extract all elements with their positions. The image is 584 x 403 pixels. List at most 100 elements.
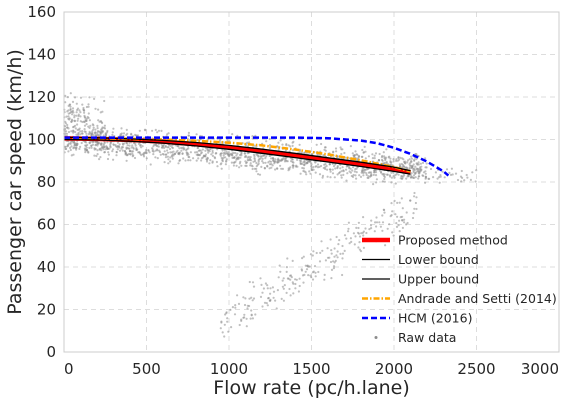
- raw-data-point: [292, 161, 295, 164]
- raw-data-point: [378, 152, 381, 156]
- raw-data-point: [107, 151, 110, 154]
- raw-data-point: [160, 146, 164, 149]
- raw-data-point: [414, 165, 417, 168]
- raw-data-point: [416, 167, 420, 170]
- raw-data-point: [357, 155, 361, 158]
- raw-data-point: [142, 155, 146, 158]
- raw-data-point: [285, 266, 288, 269]
- raw-data-point: [194, 151, 197, 154]
- raw-data-point: [362, 174, 365, 177]
- raw-data-point: [82, 106, 85, 110]
- raw-data-point: [186, 148, 189, 151]
- raw-data-point: [219, 327, 222, 330]
- raw-data-point: [345, 179, 348, 182]
- raw-data-point: [291, 144, 294, 147]
- raw-data-point: [83, 109, 86, 112]
- raw-data-point: [298, 143, 301, 146]
- raw-data-point: [109, 146, 112, 149]
- raw-data-point: [118, 149, 122, 152]
- raw-data-point: [266, 165, 269, 168]
- raw-data-point: [330, 277, 333, 280]
- raw-data-point: [383, 180, 386, 183]
- raw-data-point: [289, 166, 292, 169]
- raw-data-point: [68, 117, 71, 120]
- raw-data-point: [125, 159, 128, 162]
- raw-data-point: [101, 146, 104, 149]
- raw-data-point: [460, 180, 463, 183]
- raw-data-point: [276, 289, 279, 292]
- raw-data-point: [159, 153, 162, 156]
- raw-data-point: [269, 287, 272, 290]
- raw-data-point: [389, 161, 392, 164]
- raw-data-point: [377, 159, 380, 162]
- raw-data-point: [98, 158, 101, 161]
- raw-data-point: [156, 131, 159, 134]
- raw-data-point: [111, 131, 114, 134]
- raw-data-point: [456, 178, 460, 182]
- raw-data-point: [364, 157, 367, 160]
- raw-data-point: [66, 123, 69, 127]
- raw-data-point: [238, 166, 241, 169]
- raw-data-point: [301, 162, 304, 166]
- raw-data-point: [230, 326, 233, 329]
- raw-data-point: [320, 164, 323, 168]
- raw-data-point: [76, 119, 79, 122]
- raw-data-point: [138, 151, 141, 154]
- raw-data-point: [209, 159, 212, 162]
- raw-data-point: [102, 134, 105, 137]
- raw-data-point: [401, 165, 404, 168]
- raw-data-point: [134, 144, 137, 147]
- raw-data-point: [321, 174, 325, 177]
- raw-data-point: [307, 160, 310, 163]
- raw-data-point: [374, 221, 377, 224]
- raw-data-point: [326, 175, 329, 178]
- raw-data-point: [294, 282, 297, 286]
- legend-label: Upper bound: [398, 272, 479, 287]
- raw-data-point: [64, 94, 67, 97]
- raw-data-point: [373, 230, 376, 233]
- raw-data-point: [383, 177, 386, 181]
- raw-data-point: [347, 227, 350, 230]
- raw-data-point: [303, 170, 306, 173]
- raw-data-point: [392, 160, 395, 163]
- raw-data-point: [408, 164, 412, 167]
- raw-data-point: [74, 127, 77, 130]
- raw-data-point: [315, 143, 318, 146]
- raw-data-point: [125, 128, 128, 131]
- raw-data-point: [248, 280, 251, 284]
- raw-data-point: [383, 155, 386, 158]
- raw-data-point: [314, 165, 317, 168]
- raw-data-point: [421, 161, 425, 164]
- raw-data-point: [373, 154, 376, 157]
- raw-data-point: [436, 177, 439, 180]
- raw-data-point: [81, 132, 84, 135]
- raw-data-point: [329, 176, 332, 179]
- series-line-lower-bound: [63, 138, 411, 175]
- x-tick-label: 0: [64, 360, 74, 378]
- raw-data-point: [248, 304, 251, 308]
- raw-data-point: [275, 307, 278, 310]
- raw-data-point: [304, 270, 307, 273]
- raw-data-point: [90, 144, 93, 147]
- raw-data-point: [354, 150, 357, 153]
- raw-data-point: [215, 160, 218, 164]
- raw-data-point: [362, 151, 365, 154]
- raw-data-point: [74, 130, 77, 134]
- raw-data-point: [238, 323, 241, 327]
- raw-data-point: [258, 173, 262, 176]
- raw-data-point: [331, 168, 334, 171]
- raw-data-point: [285, 144, 288, 147]
- raw-data-point: [147, 149, 150, 152]
- raw-data-point: [460, 169, 463, 173]
- raw-data-point: [329, 168, 332, 171]
- raw-data-point: [79, 115, 82, 118]
- raw-data-point: [170, 151, 174, 154]
- raw-data-point: [303, 160, 306, 163]
- raw-data-point: [263, 301, 267, 304]
- y-tick-labels: 0 20 40 60 80 100 120 140 160: [27, 3, 56, 361]
- raw-data-point: [358, 248, 361, 251]
- raw-data-point: [412, 212, 415, 215]
- raw-data-point: [390, 202, 393, 205]
- raw-data-point: [340, 170, 343, 173]
- raw-data-point: [344, 156, 347, 159]
